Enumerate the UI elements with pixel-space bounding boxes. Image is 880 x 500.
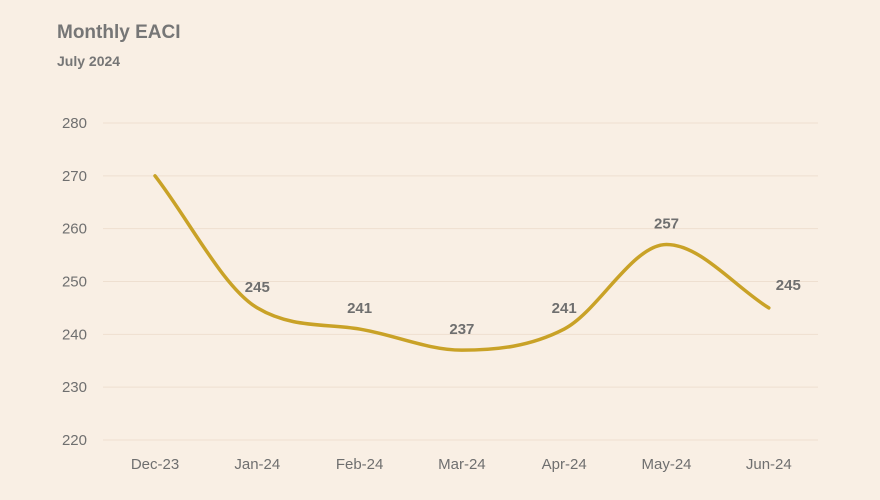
y-tick-label: 230	[62, 379, 87, 396]
data-labels: 245 241 237 241 257 245	[245, 216, 801, 339]
series-lines	[153, 174, 771, 352]
data-label: 237	[449, 321, 474, 338]
x-tick-label: May-24	[641, 456, 691, 473]
x-tick-label: Jun-24	[746, 456, 792, 473]
series-line	[153, 174, 771, 352]
chart-title: Monthly EACI	[57, 22, 181, 43]
y-tick-label: 280	[62, 115, 87, 132]
y-tick-label: 270	[62, 168, 87, 185]
x-axis-ticks: Dec-23 Jan-24 Feb-24 Mar-24 Apr-24 May-24 Jun-…	[131, 456, 792, 473]
data-label: 241	[552, 300, 577, 317]
data-label: 257	[654, 216, 679, 233]
y-axis-ticks: 220 230 240 250 260 270 280	[62, 115, 87, 449]
data-label: 245	[776, 277, 801, 294]
y-tick-label: 240	[62, 326, 87, 343]
chart-subtitle: July 2024	[57, 53, 121, 69]
y-tick-label: 260	[62, 221, 87, 238]
data-label: 241	[347, 300, 372, 317]
x-tick-label: Jan-24	[234, 456, 280, 473]
data-label: 245	[245, 279, 270, 296]
y-tick-label: 220	[62, 432, 87, 449]
x-tick-label: Apr-24	[542, 456, 587, 473]
x-tick-label: Feb-24	[336, 456, 384, 473]
y-tick-label: 250	[62, 274, 87, 291]
gridlines	[103, 122, 818, 441]
x-tick-label: Dec-23	[131, 456, 179, 473]
x-tick-label: Mar-24	[438, 456, 486, 473]
